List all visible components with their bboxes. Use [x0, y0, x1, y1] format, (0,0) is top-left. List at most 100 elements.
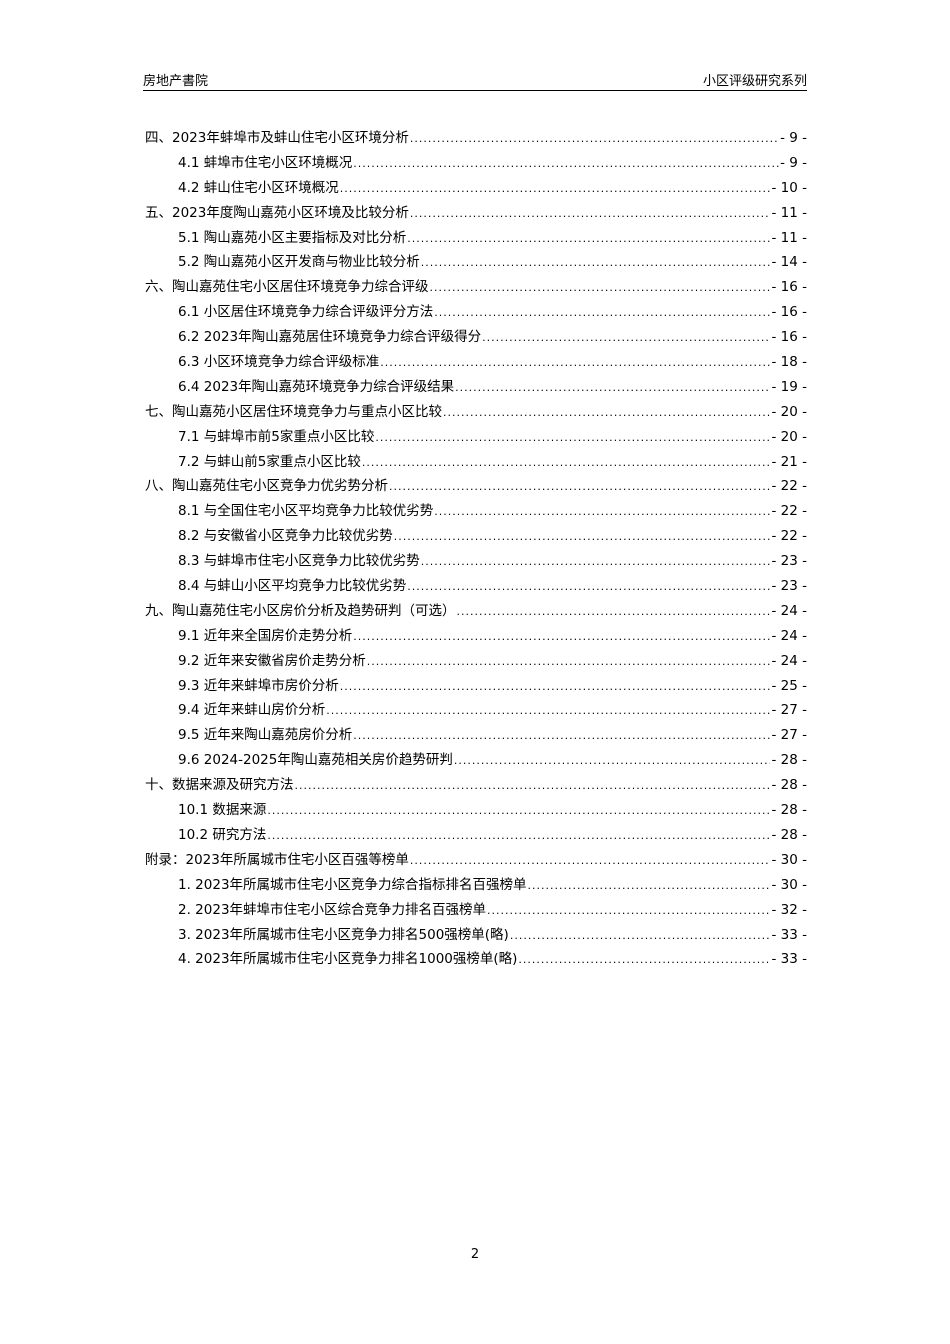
- toc-entry-page: - 27 -: [771, 727, 807, 744]
- toc-entry-title: 9.5 近年来陶山嘉苑房价分析: [178, 727, 353, 744]
- toc-entry[interactable]: 10.1 数据来源 - 28 -: [145, 798, 807, 823]
- toc-entry[interactable]: 10.2 研究方法 - 28 -: [145, 823, 807, 848]
- toc-entry[interactable]: 6.4 2023年陶山嘉苑环境竞争力综合评级结果 - 19 -: [145, 375, 807, 400]
- toc-entry[interactable]: 4.1 蚌埠市住宅小区环境概况 - 9 -: [145, 151, 807, 176]
- toc-leader-dots: [528, 879, 771, 892]
- toc-entry-page: - 33 -: [771, 926, 807, 943]
- toc-entry-page: - 25 -: [771, 677, 807, 694]
- toc-entry[interactable]: 附录：2023年所属城市住宅小区百强等榜单 - 30 -: [145, 848, 807, 873]
- toc-entry[interactable]: 8.2 与安徽省小区竞争力比较优劣势 - 22 -: [145, 524, 807, 549]
- toc-leader-dots: [340, 182, 771, 195]
- toc-entry[interactable]: 5.1 陶山嘉苑小区主要指标及对比分析 - 11 -: [145, 226, 807, 251]
- toc-entry[interactable]: 9.6 2024-2025年陶山嘉苑相关房价趋势研判 - 28 -: [145, 748, 807, 773]
- toc-entry-title: 9.1 近年来全国房价走势分析: [178, 627, 353, 644]
- toc-leader-dots: [353, 630, 770, 643]
- toc-entry-title: 9.4 近年来蚌山房价分析: [178, 702, 326, 719]
- toc-entry-title: 5.2 陶山嘉苑小区开发商与物业比较分析: [178, 254, 420, 271]
- toc-entry[interactable]: 4. 2023年所属城市住宅小区竞争力排名1000强榜单(略) - 33 -: [145, 947, 807, 972]
- toc-entry-page: - 20 -: [771, 428, 807, 445]
- toc-entry[interactable]: 四、2023年蚌埠市及蚌山住宅小区环境分析 - 9 -: [145, 126, 807, 151]
- toc-leader-dots: [407, 232, 770, 245]
- toc-entry-title: 10.1 数据来源: [178, 802, 267, 819]
- toc-entry[interactable]: 七、陶山嘉苑小区居住环境竞争力与重点小区比较 - 20 -: [145, 400, 807, 425]
- toc-entry-title: 3. 2023年所属城市住宅小区竞争力排名500强榜单(略): [178, 926, 509, 943]
- toc-entry[interactable]: 3. 2023年所属城市住宅小区竞争力排名500强榜单(略) - 33 -: [145, 923, 807, 948]
- toc-entry-title: 七、陶山嘉苑小区居住环境竞争力与重点小区比较: [145, 403, 442, 420]
- page-number: 2: [470, 1247, 480, 1262]
- toc-leader-dots: [353, 157, 779, 170]
- toc-entry-title: 9.2 近年来安徽省房价走势分析: [178, 652, 366, 669]
- toc-entry[interactable]: 9.1 近年来全国房价走势分析 - 24 -: [145, 624, 807, 649]
- toc-leader-dots: [482, 331, 770, 344]
- toc-entry-title: 附录：2023年所属城市住宅小区百强等榜单: [145, 851, 409, 868]
- toc-entry[interactable]: 6.1 小区居住环境竞争力综合评级评分方法 - 16 -: [145, 300, 807, 325]
- toc-entry-page: - 16 -: [771, 304, 807, 321]
- toc-leader-dots: [362, 456, 771, 469]
- toc-entry-page: - 24 -: [771, 652, 807, 669]
- toc-entry[interactable]: 9.3 近年来蚌埠市房价分析 - 25 -: [145, 674, 807, 699]
- toc-entry-page: - 22 -: [771, 503, 807, 520]
- toc-entry-title: 六、陶山嘉苑住宅小区居住环境竞争力综合评级: [145, 279, 429, 296]
- toc-entry-title: 2. 2023年蚌埠市住宅小区综合竞争力排名百强榜单: [178, 901, 487, 918]
- table-of-contents: 四、2023年蚌埠市及蚌山住宅小区环境分析- 9 -4.1 蚌埠市住宅小区环境概…: [145, 126, 807, 972]
- toc-entry[interactable]: 2. 2023年蚌埠市住宅小区综合竞争力排名百强榜单 - 32 -: [145, 898, 807, 923]
- toc-entry-page: - 23 -: [771, 553, 807, 570]
- toc-entry-page: - 22 -: [771, 478, 807, 495]
- toc-leader-dots: [267, 804, 770, 817]
- toc-leader-dots: [457, 605, 771, 618]
- toc-entry[interactable]: 八、陶山嘉苑住宅小区竞争力优劣势分析 - 22 -: [145, 474, 807, 499]
- toc-entry[interactable]: 7.1 与蚌埠市前5家重点小区比较 - 20 -: [145, 425, 807, 450]
- toc-entry[interactable]: 8.3 与蚌埠市住宅小区竞争力比较优劣势 - 23 -: [145, 549, 807, 574]
- toc-entry-title: 十、数据来源及研究方法: [145, 777, 294, 794]
- toc-entry[interactable]: 1. 2023年所属城市住宅小区竞争力综合指标排名百强榜单 - 30 -: [145, 873, 807, 898]
- toc-entry-title: 7.1 与蚌埠市前5家重点小区比较: [178, 428, 375, 445]
- toc-leader-dots: [443, 406, 770, 419]
- toc-entry-page: - 28 -: [771, 826, 807, 843]
- toc-entry[interactable]: 五、2023年度陶山嘉苑小区环境及比较分析 - 11 -: [145, 201, 807, 226]
- toc-entry-title: 五、2023年度陶山嘉苑小区环境及比较分析: [145, 204, 409, 221]
- toc-entry-page: - 14 -: [771, 254, 807, 271]
- toc-leader-dots: [267, 829, 770, 842]
- toc-entry[interactable]: 九、陶山嘉苑住宅小区房价分析及趋势研判（可选） - 24 -: [145, 599, 807, 624]
- toc-entry[interactable]: 8.4 与蚌山小区平均竞争力比较优劣势 - 23 -: [145, 574, 807, 599]
- toc-entry-title: 8.2 与安徽省小区竞争力比较优劣势: [178, 528, 393, 545]
- toc-leader-dots: [340, 680, 771, 693]
- toc-entry-title: 10.2 研究方法: [178, 826, 267, 843]
- toc-leader-dots: [510, 929, 771, 942]
- toc-entry-page: - 10 -: [771, 179, 807, 196]
- toc-leader-dots: [295, 779, 771, 792]
- toc-entry-title: 四、2023年蚌埠市及蚌山住宅小区环境分析: [145, 130, 409, 146]
- toc-leader-dots: [421, 256, 771, 269]
- toc-entry-page: - 27 -: [771, 702, 807, 719]
- toc-entry[interactable]: 8.1 与全国住宅小区平均竞争力比较优劣势 - 22 -: [145, 499, 807, 524]
- toc-leader-dots: [455, 381, 770, 394]
- toc-entry[interactable]: 9.2 近年来安徽省房价走势分析 - 24 -: [145, 649, 807, 674]
- toc-entry-page: - 24 -: [771, 602, 807, 619]
- toc-entry[interactable]: 4.2 蚌山住宅小区环境概况 - 10 -: [145, 176, 807, 201]
- toc-entry-title: 6.2 2023年陶山嘉苑居住环境竞争力综合评级得分: [178, 329, 482, 346]
- toc-entry[interactable]: 9.5 近年来陶山嘉苑房价分析 - 27 -: [145, 723, 807, 748]
- toc-entry[interactable]: 9.4 近年来蚌山房价分析 - 27 -: [145, 698, 807, 723]
- toc-entry[interactable]: 6.2 2023年陶山嘉苑居住环境竞争力综合评级得分 - 16 -: [145, 325, 807, 350]
- toc-entry-page: - 30 -: [771, 851, 807, 868]
- toc-entry-title: 7.2 与蚌山前5家重点小区比较: [178, 453, 361, 470]
- toc-leader-dots: [389, 480, 770, 493]
- toc-entry-title: 4.2 蚌山住宅小区环境概况: [178, 179, 339, 196]
- toc-entry-title: 5.1 陶山嘉苑小区主要指标及对比分析: [178, 229, 407, 246]
- toc-entry[interactable]: 6.3 小区环境竞争力综合评级标准 - 18 -: [145, 350, 807, 375]
- toc-entry-page: - 23 -: [771, 578, 807, 595]
- toc-entry-page: - 32 -: [771, 901, 807, 918]
- toc-leader-dots: [434, 306, 770, 319]
- toc-entry-title: 6.4 2023年陶山嘉苑环境竞争力综合评级结果: [178, 378, 455, 395]
- toc-leader-dots: [380, 356, 770, 369]
- toc-entry-page: - 28 -: [771, 802, 807, 819]
- toc-entry-page: - 16 -: [771, 279, 807, 296]
- toc-entry[interactable]: 5.2 陶山嘉苑小区开发商与物业比较分析 - 14 -: [145, 250, 807, 275]
- header-left: 房地产書院: [143, 74, 209, 89]
- toc-entry-title: 6.3 小区环境竞争力综合评级标准: [178, 354, 380, 371]
- toc-entry[interactable]: 六、陶山嘉苑住宅小区居住环境竞争力综合评级 - 16 -: [145, 275, 807, 300]
- toc-entry[interactable]: 十、数据来源及研究方法 - 28 -: [145, 773, 807, 798]
- toc-entry-page: - 33 -: [771, 951, 807, 968]
- toc-leader-dots: [421, 555, 771, 568]
- toc-entry[interactable]: 7.2 与蚌山前5家重点小区比较 - 21 -: [145, 450, 807, 475]
